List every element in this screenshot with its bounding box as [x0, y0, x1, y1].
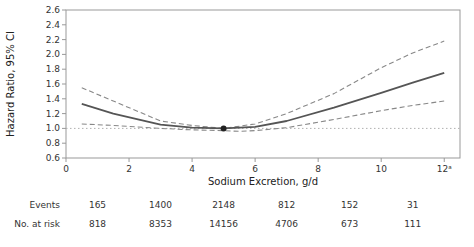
- x-tick-label: 4: [189, 164, 195, 174]
- y-tick-label: 2.4: [46, 20, 61, 30]
- table-row-label: Events: [30, 200, 61, 210]
- table-cell: 111: [404, 219, 421, 229]
- table-cell: 8353: [149, 219, 172, 229]
- y-tick-label: 1.6: [46, 79, 61, 89]
- y-tick: [62, 24, 66, 25]
- x-tick-label: 0: [63, 164, 69, 174]
- ci-line: [82, 41, 444, 128]
- x-tick: [66, 158, 67, 162]
- table-cell: 673: [341, 219, 358, 229]
- y-tick-label: 2.0: [46, 49, 61, 59]
- y-tick: [62, 143, 66, 144]
- y-tick-label: 0.6: [46, 153, 61, 163]
- chart: 0.6 0.8 1.0 1.2 1.4 1.6 1.8 2.0 2.2 2.4 2.6 0 2 4 6 8 10…: [0, 0, 474, 247]
- reference-point: [221, 125, 227, 131]
- y-tick-label: 2.6: [46, 5, 61, 15]
- x-tick-label: 2: [126, 164, 132, 174]
- y-tick: [62, 98, 66, 99]
- x-tick-label: 8: [315, 164, 321, 174]
- table-cell: 812: [278, 200, 295, 210]
- table-cell: 818: [89, 219, 106, 229]
- x-tick: [255, 158, 256, 162]
- table-cell: 4706: [275, 219, 298, 229]
- y-tick: [62, 54, 66, 55]
- x-tick-label: 10: [375, 164, 387, 174]
- table-cell: 152: [341, 200, 358, 210]
- plot-area: [66, 41, 460, 131]
- table-row-label: No. at risk: [14, 219, 61, 229]
- table-cell: 14156: [209, 219, 238, 229]
- y-tick: [62, 158, 66, 159]
- x-tick: [381, 158, 382, 162]
- table-cell: 165: [89, 200, 106, 210]
- y-tick: [62, 128, 66, 129]
- x-axis-label: Sodium Excretion, g/d: [208, 176, 318, 187]
- x-tick: [444, 158, 445, 162]
- y-tick-label: 1.0: [46, 123, 61, 133]
- x-tick: [318, 158, 319, 162]
- y-tick-label: 1.4: [46, 94, 61, 104]
- estimate-line: [82, 73, 444, 128]
- y-tick-label: 2.2: [46, 35, 60, 45]
- table-cell: 2148: [212, 200, 235, 210]
- y-tick: [62, 84, 66, 85]
- x-tick-label: 12ᵃ: [437, 164, 452, 174]
- reference-line: [66, 128, 460, 129]
- y-tick: [62, 113, 66, 114]
- y-tick: [62, 69, 66, 70]
- x-tick: [192, 158, 193, 162]
- y-tick-label: 1.2: [46, 109, 60, 119]
- ci-line: [82, 101, 444, 131]
- y-tick: [62, 10, 66, 11]
- y-tick: [62, 39, 66, 40]
- y-axis-label: Hazard Ratio, 95% CI: [5, 31, 16, 137]
- x-tick: [129, 158, 130, 162]
- y-tick-label: 0.8: [46, 138, 61, 148]
- x-tick-label: 6: [252, 164, 258, 174]
- plot-frame: [66, 10, 460, 158]
- y-tick-label: 1.8: [46, 64, 61, 74]
- table-cell: 1400: [149, 200, 172, 210]
- table-cell: 31: [407, 200, 418, 210]
